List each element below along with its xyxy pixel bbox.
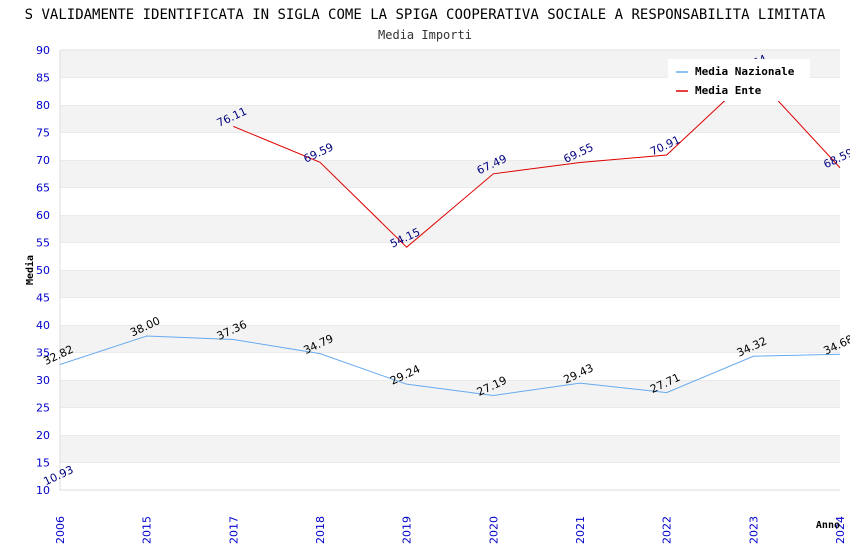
- legend-label-media-nazionale: Media Nazionale: [695, 65, 795, 78]
- x-tick-label: 2018: [314, 516, 327, 544]
- y-tick-label: 55: [36, 237, 50, 250]
- grid-band: [60, 105, 840, 133]
- x-tick-label: 2020: [487, 516, 500, 544]
- legend: Media Nazionale Media Ente: [668, 59, 810, 101]
- x-tick-label: 2023: [747, 516, 760, 544]
- y-tick-label: 20: [36, 429, 50, 442]
- x-tick-label: 2022: [661, 516, 674, 544]
- grid-band: [60, 380, 840, 408]
- y-tick-label: 10: [36, 484, 50, 497]
- y-tick-label: 15: [36, 457, 50, 470]
- y-tick-label: 30: [36, 374, 50, 387]
- grid-band: [60, 160, 840, 188]
- x-tick-label: 2017: [227, 516, 240, 544]
- x-tick-label: 2021: [574, 516, 587, 544]
- grid-band: [60, 407, 840, 435]
- series-line-media-nazionale: [59, 335, 841, 396]
- x-axis-ticks: 2006 2015 2017 2018 2019 2020 2021 2022 2023 2024: [54, 516, 847, 544]
- y-tick-label: 25: [36, 402, 50, 415]
- grid-band: [60, 352, 840, 380]
- y-tick-label: 75: [36, 127, 50, 140]
- grid-band: [60, 325, 840, 353]
- y-axis-label: Media: [24, 255, 36, 285]
- y-tick-label: 35: [36, 347, 50, 360]
- grid-band: [60, 462, 840, 490]
- grid-band: [60, 297, 840, 325]
- x-tick-label: 2024: [834, 516, 847, 544]
- chart-title: S VALIDAMENTE IDENTIFICATA IN SIGLA COME…: [25, 7, 826, 23]
- y-tick-label: 70: [36, 154, 50, 167]
- y-tick-label: 65: [36, 182, 50, 195]
- y-tick-label: 45: [36, 292, 50, 305]
- x-axis-label: Anno: [816, 520, 840, 531]
- y-tick-label: 60: [36, 209, 50, 222]
- y-tick-label: 80: [36, 99, 50, 112]
- grid-bands: [59, 49, 840, 491]
- x-tick-label: 2019: [401, 516, 414, 544]
- legend-box: [668, 59, 810, 101]
- x-tick-label: 2006: [54, 516, 67, 544]
- chart-subtitle: Media Importi: [378, 28, 472, 42]
- grid-band: [60, 270, 840, 298]
- y-axis-ticks: 10 15 20 25 30 35 40 45 50 55 60 65 70 75 80 85 90: [36, 44, 50, 497]
- y-tick-label: 50: [36, 264, 50, 277]
- grid-band: [60, 215, 840, 243]
- y-tick-label: 90: [36, 44, 50, 57]
- x-tick-label: 2015: [141, 516, 154, 544]
- y-tick-label: 85: [36, 72, 50, 85]
- grid-band: [60, 242, 840, 270]
- legend-label-media-ente: Media Ente: [695, 84, 762, 97]
- y-tick-label: 40: [36, 319, 50, 332]
- grid-band: [60, 132, 840, 160]
- grid-band: [60, 435, 840, 463]
